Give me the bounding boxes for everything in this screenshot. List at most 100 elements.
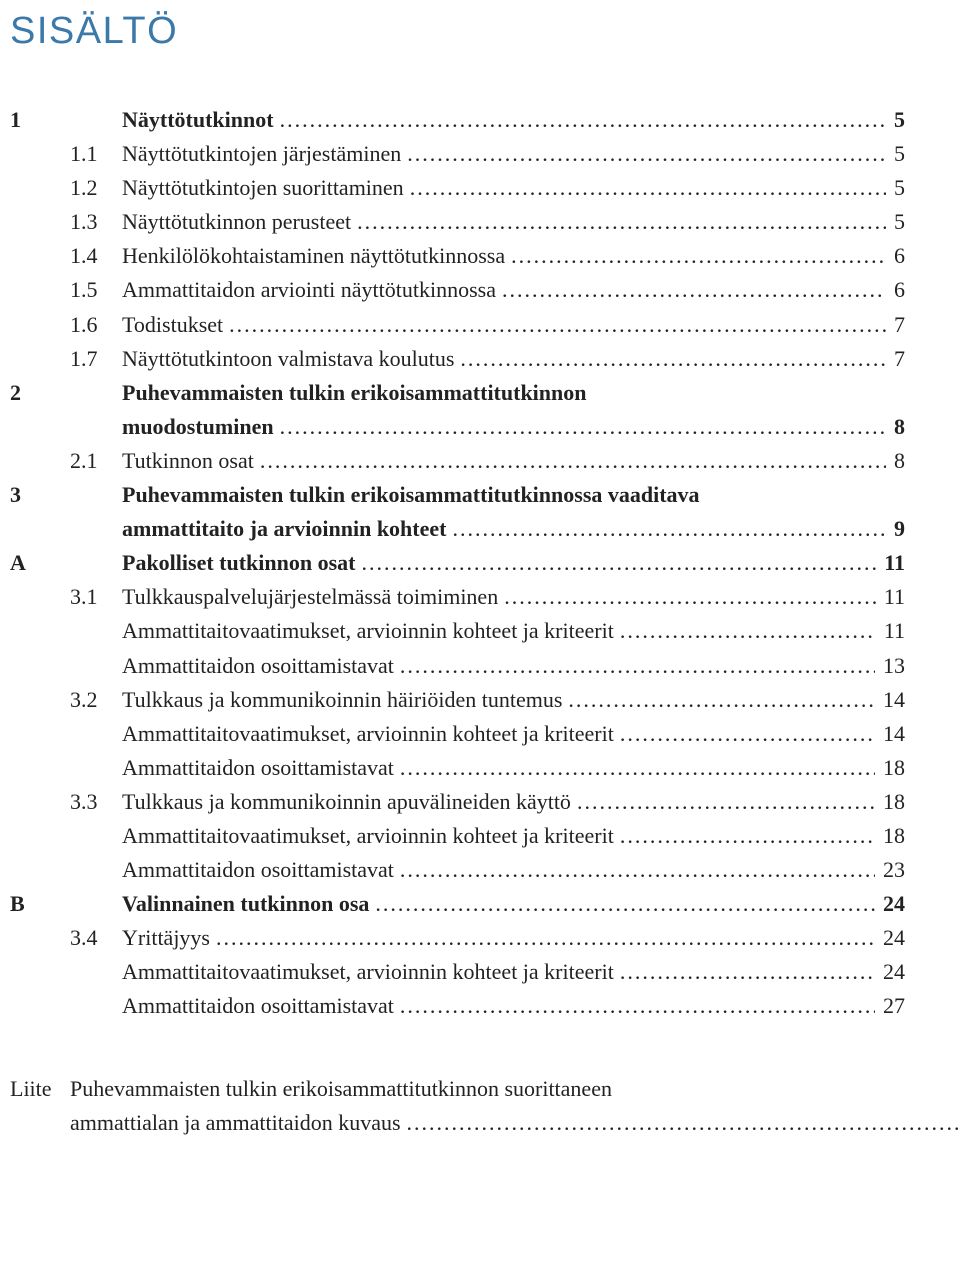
- leader-dots: [362, 546, 877, 580]
- toc-chapter-number: 3: [10, 478, 70, 512]
- leader-dots: [400, 853, 875, 887]
- toc-page-number: 11: [876, 614, 905, 648]
- toc-section-number: 3.4: [70, 921, 122, 955]
- toc-row: BValinnainen tutkinnon osa24: [10, 887, 905, 921]
- toc-section-number: 1.5: [70, 273, 122, 307]
- toc-section-number: 2.1: [70, 444, 122, 478]
- toc-page-number: 24: [875, 921, 905, 955]
- toc-entry-label: Tulkkaus ja kommunikoinnin häiriöiden tu…: [122, 683, 568, 717]
- leader-dots: [410, 171, 886, 205]
- toc-entry-label: Tulkkauspalvelujärjestelmässä toimiminen: [122, 580, 504, 614]
- leader-dots: [400, 751, 875, 785]
- appendix-line-1: Puhevammaisten tulkin erikoisammattitutk…: [70, 1072, 905, 1106]
- toc-row: 1.7Näyttötutkintoon valmistava koulutus 7: [10, 342, 905, 376]
- toc-row: 1.1Näyttötutkintojen järjestäminen5: [10, 137, 905, 171]
- document-page: SISÄLTÖ 1Näyttötutkinnot51.1Näyttötutkin…: [0, 10, 960, 1274]
- leader-dots: [357, 205, 886, 239]
- leader-dots: [280, 103, 886, 137]
- toc-page-number: 6: [886, 239, 905, 273]
- table-of-contents: 1Näyttötutkinnot51.1Näyttötutkintojen jä…: [10, 103, 905, 1024]
- leader-dots: [260, 444, 886, 478]
- toc-row: Ammattitaidon osoittamistavat18: [10, 751, 905, 785]
- toc-chapter-number: 2: [10, 376, 70, 410]
- leader-dots: [620, 614, 876, 648]
- toc-page-number: 14: [875, 683, 905, 717]
- toc-page-number: 5: [886, 137, 905, 171]
- toc-page-number: 14: [875, 717, 905, 751]
- toc-entry-label: Ammattitaidon osoittamistavat: [122, 649, 400, 683]
- toc-entry-label: Valinnainen tutkinnon osa: [122, 887, 375, 921]
- toc-entry-label: ammattitaito ja arvioinnin kohteet: [122, 512, 452, 546]
- toc-row: Ammattitaitovaatimukset, arvioinnin koht…: [10, 819, 905, 853]
- leader-dots: [407, 1106, 960, 1140]
- leader-dots: [577, 785, 875, 819]
- toc-section-number: 3.3: [70, 785, 122, 819]
- toc-row: 3.3Tulkkaus ja kommunikoinnin apuvälinei…: [10, 785, 905, 819]
- toc-entry-label: Näyttötutkintoon valmistava koulutus: [122, 342, 460, 376]
- toc-page-number: 18: [875, 785, 905, 819]
- toc-page-number: 24: [875, 955, 905, 989]
- toc-entry-label: Näyttötutkinnon perusteet: [122, 205, 357, 239]
- toc-entry-label: muodostuminen: [122, 410, 280, 444]
- toc-row: muodostuminen 8: [10, 410, 905, 444]
- toc-section-number: 3.1: [70, 580, 122, 614]
- toc-row: Ammattitaitovaatimukset, arvioinnin koht…: [10, 614, 905, 648]
- toc-row: 1.4Henkilölökohtaistaminen näyttötutkinn…: [10, 239, 905, 273]
- leader-dots: [620, 717, 875, 751]
- appendix-line-2: ammattialan ja ammattitaidon kuvaus: [70, 1106, 407, 1140]
- page-title: SISÄLTÖ: [10, 10, 905, 53]
- toc-row: 1.3Näyttötutkinnon perusteet5: [10, 205, 905, 239]
- toc-section-number: 1.6: [70, 308, 122, 342]
- toc-row: 3.4Yrittäjyys24: [10, 921, 905, 955]
- toc-section-number: 1.4: [70, 239, 122, 273]
- toc-entry-label: Ammattitaidon osoittamistavat: [122, 853, 400, 887]
- toc-section-number: 1.7: [70, 342, 122, 376]
- toc-page-number: 9: [886, 512, 905, 546]
- toc-row: 1.2Näyttötutkintojen suorittaminen 5: [10, 171, 905, 205]
- toc-entry-label: Ammattitaitovaatimukset, arvioinnin koht…: [122, 614, 620, 648]
- toc-section-number: 1.1: [70, 137, 122, 171]
- appendix-prefix: Liite: [10, 1072, 70, 1106]
- toc-entry-label: Ammattitaitovaatimukset, arvioinnin koht…: [122, 819, 620, 853]
- leader-dots: [400, 649, 875, 683]
- leader-dots: [504, 580, 876, 614]
- toc-section-number: 3.2: [70, 683, 122, 717]
- toc-section-number: 1.2: [70, 171, 122, 205]
- leader-dots: [400, 989, 875, 1023]
- toc-row: 3 Puhevammaisten tulkin erikoisammattitut…: [10, 478, 905, 512]
- toc-entry-label: Todistukset: [122, 308, 229, 342]
- leader-dots: [452, 512, 886, 546]
- leader-dots: [280, 410, 886, 444]
- toc-page-number: 5: [886, 171, 905, 205]
- leader-dots: [229, 308, 886, 342]
- toc-page-number: 11: [876, 546, 905, 580]
- toc-page-number: 8: [886, 410, 905, 444]
- toc-page-number: 13: [875, 649, 905, 683]
- toc-section-number: 1.3: [70, 205, 122, 239]
- toc-entry-label: Tutkinnon osat: [122, 444, 260, 478]
- toc-page-number: 18: [875, 819, 905, 853]
- toc-entry-label: Tulkkaus ja kommunikoinnin apuvälineiden…: [122, 785, 577, 819]
- toc-row: 2Puhevammaisten tulkin erikoisammattitut…: [10, 376, 905, 410]
- leader-dots: [511, 239, 886, 273]
- toc-page-number: 6: [886, 273, 905, 307]
- toc-entry-label: Pakolliset tutkinnon osat: [122, 546, 362, 580]
- leader-dots: [568, 683, 875, 717]
- toc-page-number: 23: [875, 853, 905, 887]
- leader-dots: [375, 887, 875, 921]
- toc-row: 2.1Tutkinnon osat8: [10, 444, 905, 478]
- toc-row: Ammattitaitovaatimukset, arvioinnin koht…: [10, 955, 905, 989]
- toc-row: ammattitaito ja arvioinnin kohteet 9: [10, 512, 905, 546]
- leader-dots: [407, 137, 886, 171]
- toc-entry-label: Ammattitaidon osoittamistavat: [122, 751, 400, 785]
- toc-entry-label: Puhevammaisten tulkin erikoisammattitutk…: [122, 478, 706, 512]
- toc-entry-label: Ammattitaidon arviointi näyttötutkinnoss…: [122, 273, 502, 307]
- leader-dots: [620, 819, 875, 853]
- toc-page-number: 24: [875, 887, 905, 921]
- toc-chapter-number: A: [10, 546, 70, 580]
- toc-page-number: 7: [886, 342, 905, 376]
- toc-entry-label: Henkilölökohtaistaminen näyttötutkinnoss…: [122, 239, 511, 273]
- toc-row: 1.5Ammattitaidon arviointi näyttötutkinn…: [10, 273, 905, 307]
- leader-dots: [460, 342, 886, 376]
- toc-entry-label: Näyttötutkintojen suorittaminen: [122, 171, 410, 205]
